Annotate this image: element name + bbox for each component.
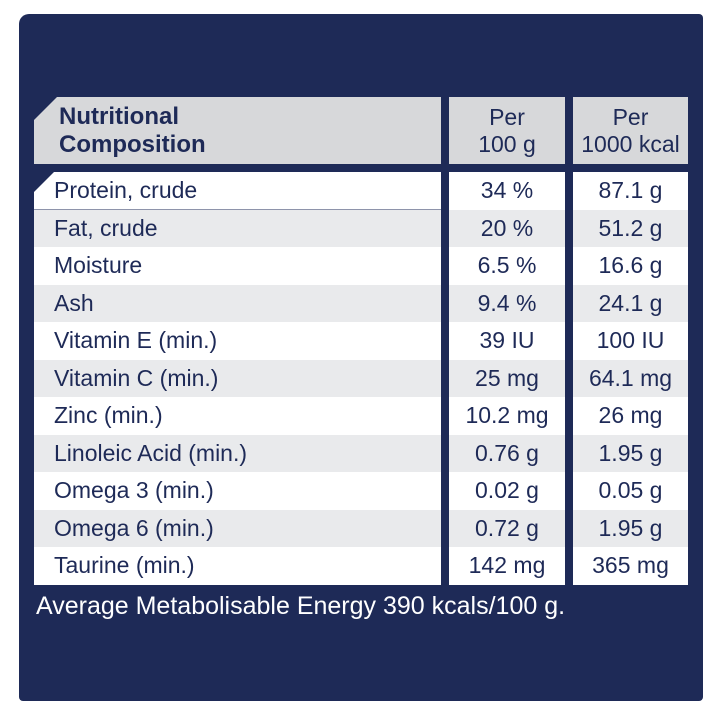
row-value-per-100g: 10.2 mg bbox=[449, 397, 565, 435]
column-header-per-100g: Per 100 g bbox=[449, 97, 565, 164]
row-value-per-1000kcal: 1.95 g bbox=[573, 509, 688, 547]
row-value-per-100g: 34 % bbox=[449, 172, 565, 210]
row-value-per-100g: 6.5 % bbox=[449, 247, 565, 285]
row-value-per-1000kcal: 365 mg bbox=[573, 547, 688, 585]
table-title-line2: Composition bbox=[59, 130, 206, 158]
row-label: Taurine (min.) bbox=[34, 547, 441, 585]
row-label: Moisture bbox=[34, 247, 441, 285]
row-label: Zinc (min.) bbox=[34, 397, 441, 435]
row-label: Protein, crude bbox=[34, 172, 441, 210]
row-label: Ash bbox=[34, 284, 441, 322]
row-label: Vitamin C (min.) bbox=[34, 359, 441, 397]
row-value-per-1000kcal: 51.2 g bbox=[573, 209, 688, 247]
row-label: Omega 3 (min.) bbox=[34, 472, 441, 510]
row-value-per-1000kcal: 16.6 g bbox=[573, 247, 688, 285]
row-value-per-100g: 0.72 g bbox=[449, 509, 565, 547]
table-title-line1: Nutritional bbox=[59, 102, 179, 130]
table-body: Protein, crude 34 % 87.1 g Fat, crude 20 % 51… bbox=[34, 172, 688, 585]
row-value-per-100g: 39 IU bbox=[449, 322, 565, 360]
column-header-per-1000kcal: Per 1000 kcal bbox=[573, 97, 688, 164]
row-value-per-1000kcal: 64.1 mg bbox=[573, 359, 688, 397]
row-value-per-1000kcal: 24.1 g bbox=[573, 284, 688, 322]
energy-note: Average Metabolisable Energy 390 kcals/1… bbox=[36, 592, 566, 620]
row-value-per-100g: 20 % bbox=[449, 209, 565, 247]
table-header-row: Nutritional Composition Per 100 g Per 10… bbox=[34, 97, 688, 164]
row-label: Vitamin E (min.) bbox=[34, 322, 441, 360]
row-value-per-1000kcal: 100 IU bbox=[573, 322, 688, 360]
table-title: Nutritional Composition bbox=[34, 97, 441, 164]
row-value-per-1000kcal: 26 mg bbox=[573, 397, 688, 435]
row-value-per-100g: 9.4 % bbox=[449, 284, 565, 322]
row-value-per-1000kcal: 1.95 g bbox=[573, 434, 688, 472]
nutrition-table: Nutritional Composition Per 100 g Per 10… bbox=[34, 97, 688, 585]
row-label: Fat, crude bbox=[34, 209, 441, 247]
row-value-per-100g: 25 mg bbox=[449, 359, 565, 397]
nutrition-panel: Nutritional Composition Per 100 g Per 10… bbox=[19, 14, 703, 701]
row-value-per-100g: 0.76 g bbox=[449, 434, 565, 472]
row-label: Linoleic Acid (min.) bbox=[34, 434, 441, 472]
row-value-per-100g: 0.02 g bbox=[449, 472, 565, 510]
row-label: Omega 6 (min.) bbox=[34, 509, 441, 547]
row-value-per-1000kcal: 0.05 g bbox=[573, 472, 688, 510]
row-value-per-100g: 142 mg bbox=[449, 547, 565, 585]
row-value-per-1000kcal: 87.1 g bbox=[573, 172, 688, 210]
